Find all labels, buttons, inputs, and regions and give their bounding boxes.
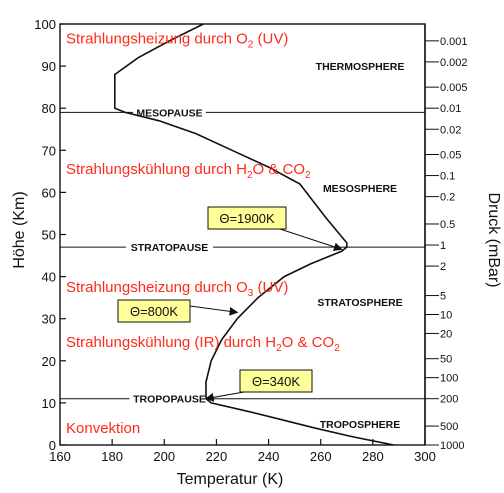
layer-label: MESOSPHERE (323, 183, 397, 195)
level-label: MESOPAUSE (136, 107, 202, 119)
layer-label: TROPOSPHERE (320, 419, 401, 431)
x-tick-label: 200 (153, 449, 175, 464)
y-tick-label: 90 (42, 59, 56, 74)
pressure-tick-label: 200 (440, 394, 458, 406)
level-lines: MESOPAUSE STRATOPAUSE TROPOPAUSE (60, 105, 425, 406)
pressure-tick-label: 0.02 (440, 124, 461, 136)
level-label-bg (125, 240, 214, 255)
pressure-tick-label: 0.01 (440, 103, 461, 115)
pressure-tick-label: 0.5 (440, 219, 455, 231)
layer-label: STRATOSPHERE (317, 297, 402, 309)
pressure-tick-label: 500 (440, 421, 458, 433)
process-annotation: Strahlungskühlung (IR) durch H2O & CO2 (66, 334, 340, 354)
pressure-tick-label: 0.05 (440, 150, 461, 162)
y-axis-label: Höhe (Km) (11, 191, 28, 268)
y-tick-label: 80 (42, 101, 56, 116)
pressure-tick-label: 20 (440, 328, 452, 340)
pressure-tick-label: 10 (440, 309, 452, 321)
y-tick-label: 10 (42, 396, 56, 411)
temperature-line (114, 23, 394, 446)
y-tick-label: 100 (34, 17, 56, 32)
pressure-tick-label: 100 (440, 373, 458, 385)
theta-arrow (189, 305, 239, 316)
y-tick-label: 40 (42, 270, 56, 285)
theta-box (239, 369, 313, 393)
pressure-tick-label: 0.2 (440, 192, 455, 204)
theta-box-label: Θ=800K (130, 304, 178, 319)
pressure-tick-label: 0.001 (440, 36, 468, 48)
x-tick-label: 240 (258, 449, 280, 464)
x-tick-label: 220 (206, 449, 228, 464)
theta-box (117, 299, 191, 323)
pressure-tick-label: 0.1 (440, 171, 455, 183)
temperature-profile (114, 23, 394, 446)
x-tick-label: 180 (101, 449, 123, 464)
pressure-tick-label: 50 (440, 354, 452, 366)
y-tick-label: 20 (42, 354, 56, 369)
y2-axis-label: Druck (mBar) (485, 192, 502, 287)
pressure-tick-label: 2 (440, 261, 446, 273)
theta-box-label: Θ=1900K (219, 211, 275, 226)
pressure-tick-label: 1 (440, 240, 446, 252)
theta-arrow (279, 228, 343, 252)
x-tick-label: 260 (310, 449, 332, 464)
y-tick-label: 30 (42, 312, 56, 327)
level-label: STRATOPAUSE (131, 242, 209, 254)
pressure-tick-label: 5 (440, 291, 446, 303)
x-axis-ticks: 160 180 200 220 240 260 280 300 (49, 439, 436, 464)
y-tick-label: 50 (42, 228, 56, 243)
y-tick-label: 70 (42, 143, 56, 158)
process-annotation: Strahlungsheizung durch O3 (UV) (66, 279, 288, 299)
x-axis-label: Temperatur (K) (177, 471, 284, 488)
x-tick-label: 300 (414, 449, 436, 464)
pressure-tick-label: 1000 (440, 440, 464, 452)
theta-box (207, 206, 287, 230)
theta-boxes: Θ=1900K Θ=800K Θ=340K (117, 206, 343, 402)
layer-labels: THERMOSPHERE MESOSPHERE STRATOSPHERE TROPOS… (316, 61, 405, 431)
process-annotation: Konvektion (66, 420, 140, 437)
y-tick-label: 60 (42, 185, 56, 200)
level-label-bg (129, 391, 210, 406)
theta-arrow (204, 391, 245, 402)
layer-label: THERMOSPHERE (316, 61, 405, 73)
process-annotation: Strahlungskühlung durch H2O & CO2 (66, 161, 311, 181)
pressure-tick-label: 0.002 (440, 57, 468, 69)
pressure-axis-ticks: 0.001 0.002 0.005 0.01 0.02 0.05 0.1 0.2 0.5 1 2 5 1… (424, 24, 468, 452)
theta-box-label: Θ=340K (252, 374, 300, 389)
x-tick-label: 280 (362, 449, 384, 464)
y-axis-ticks: 0 10 20 30 40 50 60 70 80 90 100 (34, 17, 66, 453)
level-label: TROPOPAUSE (133, 394, 206, 406)
process-annotations: Strahlungsheizung durch O2 (UV) Strahlung… (66, 31, 340, 437)
process-annotation: Strahlungsheizung durch O2 (UV) (66, 31, 288, 51)
pressure-tick-label: 0.005 (440, 82, 468, 94)
y-tick-label: 0 (49, 438, 56, 453)
level-label-bg (133, 105, 206, 120)
x-tick-label: 160 (49, 449, 71, 464)
